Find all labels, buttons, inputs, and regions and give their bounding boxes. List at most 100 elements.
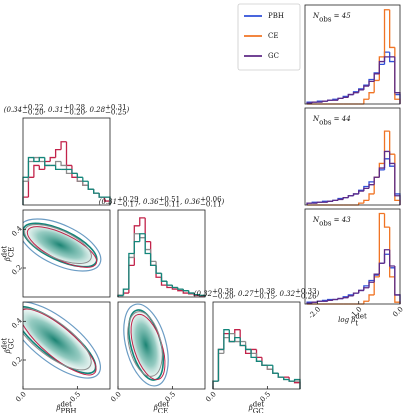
text: = 45 [331,12,351,20]
histogram-step [389,52,395,63]
histogram-step [133,225,140,266]
histogram-step [368,279,375,286]
histogram-step [389,131,395,155]
histogram-step [234,329,241,342]
histogram-step [139,233,146,242]
histogram-step [182,290,189,294]
histogram-step [352,292,359,296]
x-tick-label: 0.0 [391,305,405,319]
subscript: −0.26 [295,292,317,300]
superscript: +0.51 [159,196,180,204]
histogram-step [383,158,390,170]
histogram-step [188,290,195,294]
subscript: −0.20 [212,292,233,300]
text: β [55,404,60,412]
text: , 0.28 [85,106,106,114]
panel-frame [117,209,206,298]
histogram-step [327,299,333,302]
subscript: obs [319,119,332,127]
histogram-step [177,287,184,290]
contour [23,308,97,376]
superscript: +0.06 [200,196,222,204]
histogram-step [155,265,162,274]
histogram-step [22,196,29,205]
histogram-step [394,56,401,104]
histogram-step [261,361,268,366]
contour [23,218,102,272]
histogram-step [293,381,301,389]
subscript: −0.15 [254,292,275,300]
y-tick-label: 0.2 [10,263,24,277]
histogram-step [22,180,29,205]
histogram-step [60,161,67,167]
histogram-step [133,233,140,258]
superscript: det [0,246,8,258]
histogram-step [272,365,279,374]
histogram-step [228,332,235,338]
subscript: CE [8,247,16,257]
histogram-step [352,193,359,196]
text: N [312,12,320,20]
text: N [312,115,320,123]
histogram-step [368,92,375,100]
superscript: +0.33 [295,288,316,296]
histogram-step [250,349,257,359]
histogram-step [342,96,349,99]
panel-frame [304,4,401,105]
histogram-step [223,332,230,350]
histogram-step [228,329,235,343]
text: N [312,216,320,224]
panel-frame [304,208,401,305]
panel-frame [22,209,111,298]
histogram-step [122,288,129,296]
histogram-step [347,195,354,198]
histogram-step [358,190,364,194]
text: ) [126,106,130,114]
histogram-step [98,193,105,198]
histogram-step [337,198,344,201]
panel-frame [212,301,301,390]
histogram-step [378,167,385,178]
x-tick-label: 0.0 [14,390,28,404]
histogram-step [368,78,375,86]
histogram-step [82,177,89,182]
histogram-step [166,285,173,289]
histogram-step [383,253,390,264]
histogram-step [363,98,370,104]
rich-text: (0.34 +0.22−0.20, 0.31 +0.28−0.20, 0.28 +0.… [4,104,130,117]
histogram-step [283,377,290,381]
superscript: det [61,400,73,408]
histogram-step [255,357,262,362]
histogram-step [193,293,200,296]
histogram-step [394,154,401,205]
histogram-step [223,336,230,354]
histogram-step [394,266,401,304]
histogram-step [160,273,167,282]
x-tick-label: 0.0 [204,390,218,404]
histogram-step [244,345,252,351]
histogram-step [122,292,129,296]
rich-text: (0.31 +0.29−0.17, 0.36 +0.51−0.11, 0.36 +0.… [99,196,225,209]
histogram-step [27,160,34,182]
legend-label: GC [268,52,279,60]
histogram-step [394,166,401,205]
histogram-step [368,184,375,189]
superscript: +0.28 [64,104,85,112]
histogram-step [277,373,284,378]
histogram-step [389,9,395,49]
subscript: CE [158,408,168,413]
histogram-step [373,176,380,185]
text: (0.31 [99,198,117,206]
histogram-step [316,300,323,303]
histogram-step [363,287,370,291]
legend-label: PBH [268,12,284,20]
histogram-step [82,181,89,186]
contour-panel [23,302,102,379]
histogram-step [155,261,162,274]
